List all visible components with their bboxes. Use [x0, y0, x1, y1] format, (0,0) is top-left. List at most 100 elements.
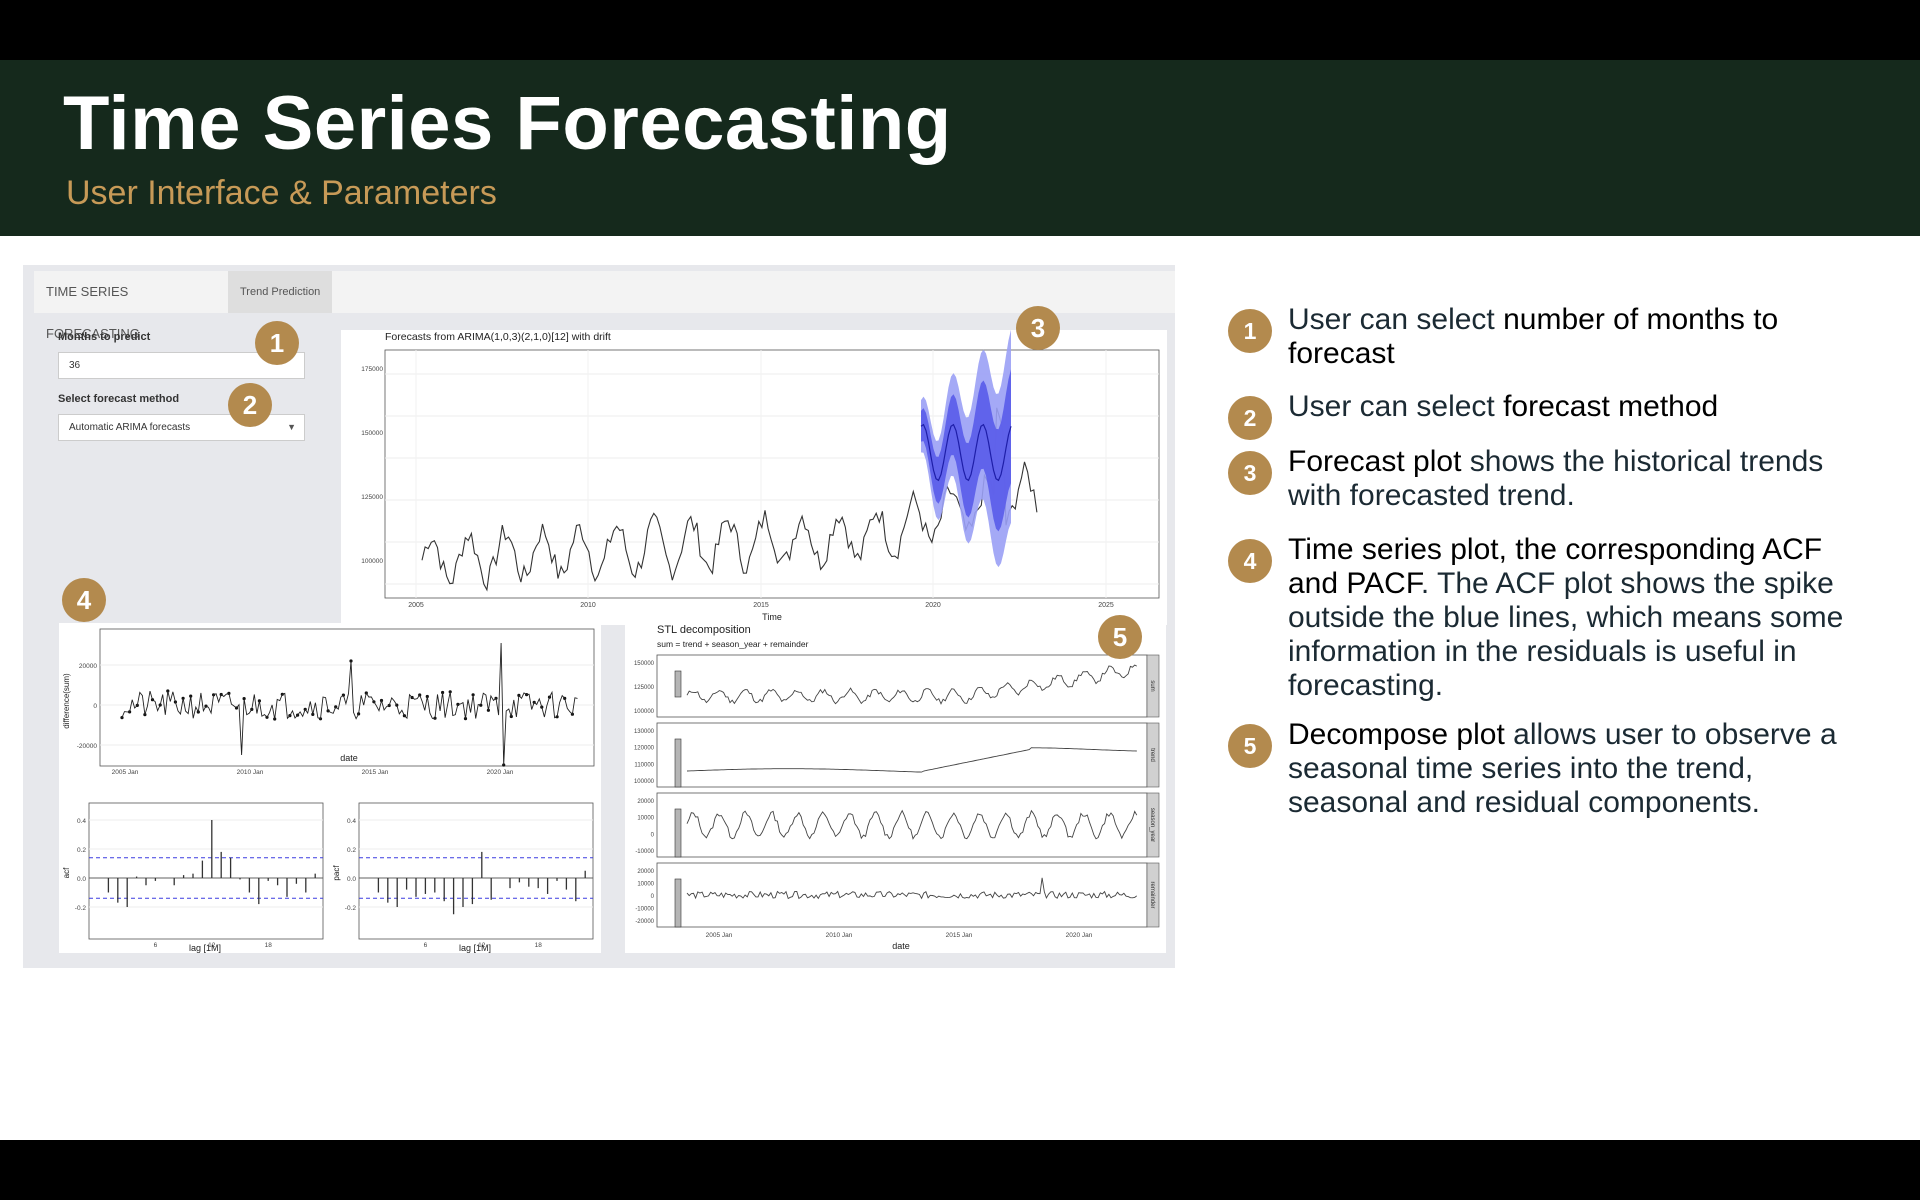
stl-strip [1146, 722, 1160, 788]
diff-y-tick: -20000 [77, 743, 98, 750]
point-badge-2: 2 [1228, 396, 1272, 440]
method-label: Select forecast method [58, 393, 180, 405]
stl-line-remainder [686, 877, 1138, 900]
stl-y-tick: 20000 [637, 799, 654, 805]
acf-y-tick: 0.0 [77, 876, 86, 883]
tab-trend-prediction[interactable]: Trend Prediction [228, 271, 333, 313]
acf-x-tick: 6 [154, 942, 158, 949]
point-text-plain: User can select [1288, 390, 1504, 423]
stl-line-sum [686, 664, 1137, 705]
forecast-x-tick: 2010 [580, 602, 596, 609]
stl-x-tick: 2020 Jan [1066, 932, 1093, 939]
stl-facet-trend [656, 722, 1148, 788]
slide-title: Time Series Forecasting [63, 81, 952, 166]
point-text-plain: shows the historical trends with forecas… [1288, 445, 1824, 512]
badge-2: 2 [228, 383, 272, 427]
stl-x-label: date [892, 941, 910, 951]
pacf-y-tick: 0.2 [347, 847, 356, 854]
forecast-plot-panel: Forecasts from ARIMA(1,0,3)(2,1,0)[12] w… [341, 329, 1167, 625]
point-text-emphasis: Time series plot, the corresponding ACF … [1288, 533, 1823, 600]
slide: Time Series Forecasting User Interface &… [0, 60, 1920, 1140]
pacf-y-tick: -0.2 [345, 905, 357, 912]
app-screenshot: TIME SERIES FORECASTING Trend Prediction… [23, 265, 1175, 968]
forecast-x-tick: 2005 [408, 602, 424, 609]
stl-strip-label: sum [1149, 680, 1155, 691]
method-select[interactable]: Automatic ARIMA forecasts ▼ [58, 414, 305, 441]
forecast-plot-area [384, 349, 1160, 599]
badge-3: 3 [1016, 306, 1060, 350]
stl-y-tick: 0 [651, 894, 655, 900]
diff-x-tick: 2005 Jan [112, 769, 139, 776]
stl-x-tick: 2015 Jan [946, 932, 973, 939]
forecast-plot: Forecasts from ARIMA(1,0,3)(2,1,0)[12] w… [361, 329, 1160, 622]
point-text-plain: allows user to observe a seasonal time s… [1288, 718, 1837, 819]
stl-facet-season_year [656, 792, 1148, 858]
months-label: Months to predict [58, 331, 151, 343]
stl-line-season_year [686, 809, 1138, 840]
forecast-y-tick: 100000 [361, 558, 383, 565]
point-badge-5: 5 [1228, 724, 1272, 768]
stl-strip-label: season_year [1149, 808, 1155, 842]
tab-bar: TIME SERIES FORECASTING Trend Prediction [34, 271, 1175, 341]
point-badge-4: 4 [1228, 539, 1272, 583]
acf-plot-area [88, 802, 324, 940]
point-text-3: Forecast plot shows the historical trend… [1288, 445, 1878, 513]
stl-subtitle: sum = trend + season_year + remainder [657, 639, 809, 649]
title-banner: Time Series Forecasting User Interface &… [0, 60, 1920, 236]
forecast-x-tick: 2015 [753, 602, 769, 609]
stl-y-tick: 10000 [637, 882, 654, 888]
forecast-x-tick: 2020 [925, 602, 941, 609]
stl-line-trend [686, 747, 1137, 773]
diff-y-tick: 0 [93, 703, 97, 710]
slide-subtitle: User Interface & Parameters [66, 174, 497, 212]
pacf-y-tick: 0.0 [347, 876, 356, 883]
method-select-value: Automatic ARIMA forecasts [69, 422, 191, 433]
acf-y-tick: 0.4 [77, 818, 86, 825]
stl-strip [1146, 654, 1160, 718]
stl-y-tick: -10000 [635, 849, 654, 855]
point-text-1: User can select number of months to fore… [1288, 303, 1878, 371]
point-badge-1: 1 [1228, 309, 1272, 353]
stl-scale-bar [674, 878, 682, 928]
point-text-emphasis: forecast method [1503, 390, 1719, 423]
stl-y-tick: 110000 [634, 762, 654, 768]
stl-y-tick: 100000 [634, 709, 655, 715]
tab-time-series-forecasting[interactable]: TIME SERIES FORECASTING [34, 271, 219, 341]
stl-facet-remainder [656, 862, 1148, 928]
stl-x-tick: 2005 Jan [706, 932, 733, 939]
stl-strip [1146, 792, 1160, 858]
acf-x-tick: 18 [265, 942, 273, 949]
stl-strip-label: remainder [1149, 881, 1155, 908]
stl-title: STL decomposition [657, 624, 751, 636]
stl-y-tick: 10000 [637, 816, 654, 822]
pacf-plot-area [358, 802, 594, 940]
stl-strip-label: trend [1149, 748, 1155, 762]
stl-y-tick: 120000 [634, 746, 655, 752]
diff-y-label: difference(sum) [62, 673, 71, 729]
point-text-plain: . The ACF plot shows the spike outside t… [1288, 567, 1844, 702]
forecast-80-band [921, 369, 1011, 532]
stl-y-tick: 130000 [634, 729, 655, 735]
pacf-x-label: lag [1M] [459, 943, 491, 953]
acf-y-tick: 0.2 [77, 847, 86, 854]
forecast-history-line [421, 407, 1038, 592]
stl-x-tick: 2010 Jan [826, 932, 853, 939]
forecast-plot-title: Forecasts from ARIMA(1,0,3)(2,1,0)[12] w… [385, 331, 611, 343]
stl-y-tick: 125000 [634, 685, 655, 691]
diff-y-tick: 20000 [79, 663, 97, 670]
diff-x-tick: 2010 Jan [237, 769, 264, 776]
point-text-emphasis: number of months to forecast [1288, 303, 1779, 370]
stl-y-tick: 100000 [634, 779, 655, 785]
stl-scale-bar [674, 670, 682, 698]
stl-scale-bar [674, 808, 682, 858]
forecast-y-tick: 150000 [361, 430, 383, 437]
diff-acf-pacf-plot: 20000 0 -20000 2005 Jan 2010 Jan 2015 Jan 2020… [62, 628, 595, 953]
point-text-4: Time series plot, the corresponding ACF … [1288, 533, 1878, 703]
stl-y-tick: 0 [651, 832, 655, 838]
stl-strip [1146, 862, 1160, 928]
badge-1: 1 [255, 321, 299, 365]
acf-y-label: acf [62, 867, 71, 878]
acf-x-label: lag [1M] [189, 943, 221, 953]
diff-acf-pacf-panel: 20000 0 -20000 2005 Jan 2010 Jan 2015 Jan 2020… [59, 623, 601, 953]
acf-x-tick: 12 [208, 942, 216, 949]
